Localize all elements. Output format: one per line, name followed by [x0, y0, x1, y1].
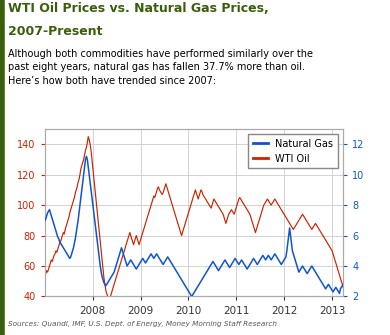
Text: Sources: Quandl, IMF, U.S. Dept. of Energy, Money Morning Staff Research: Sources: Quandl, IMF, U.S. Dept. of Ener… — [8, 321, 277, 327]
Legend: Natural Gas, WTI Oil: Natural Gas, WTI Oil — [248, 134, 339, 169]
Text: Although both commodities have performed similarly over the
past eight years, na: Although both commodities have performed… — [8, 49, 313, 86]
Text: WTI Oil Prices vs. Natural Gas Prices,: WTI Oil Prices vs. Natural Gas Prices, — [8, 2, 269, 15]
Text: 2007-Present: 2007-Present — [8, 25, 102, 38]
